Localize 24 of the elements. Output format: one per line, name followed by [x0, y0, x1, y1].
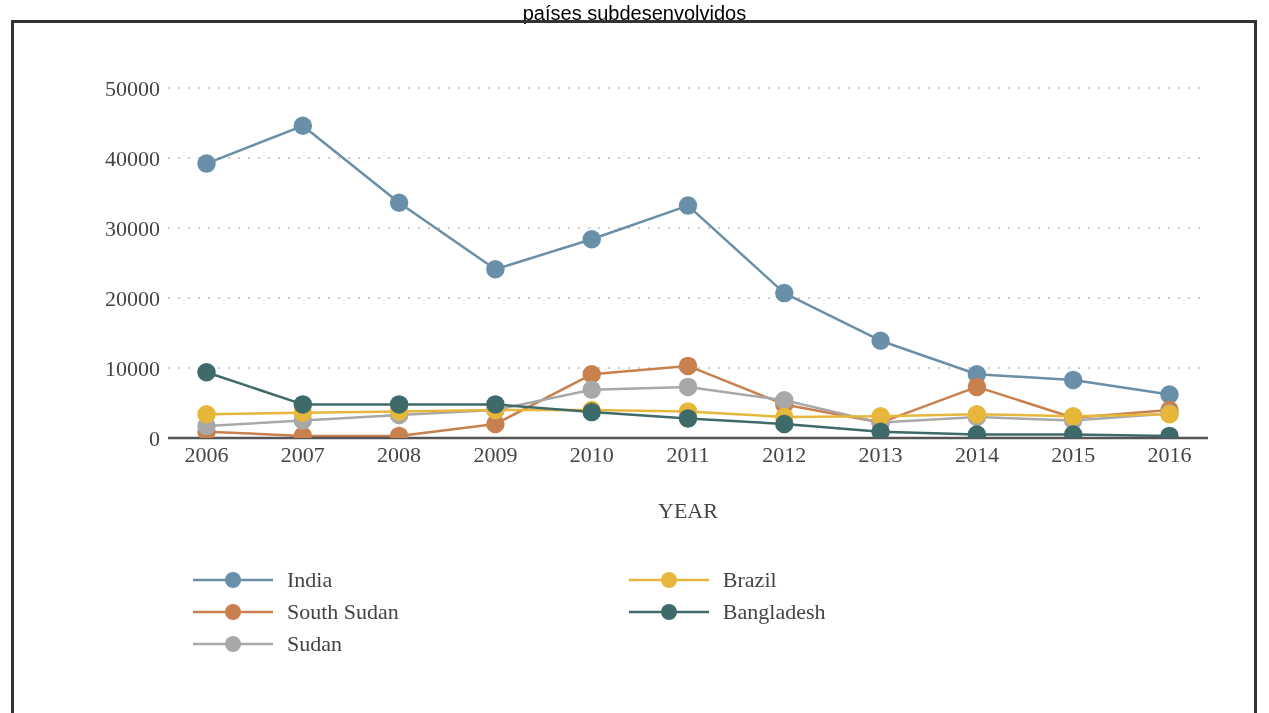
y-tick-label: 30000 — [105, 215, 160, 241]
x-axis-title: YEAR — [658, 498, 719, 523]
y-tick-label: 40000 — [105, 145, 160, 171]
x-tick-label: 2008 — [377, 441, 422, 467]
y-tick-label: 20000 — [105, 285, 160, 311]
x-tick-label: 2011 — [666, 441, 710, 467]
x-tick-label: 2015 — [1051, 441, 1096, 467]
x-tick-label: 2009 — [473, 441, 518, 467]
y-tick-label: 10000 — [105, 355, 160, 381]
y-tick-label: 50000 — [105, 75, 160, 101]
x-tick-label: 2016 — [1147, 441, 1192, 467]
chart-title: países subdesenvolvidos — [521, 2, 748, 25]
x-tick-label: 2014 — [954, 441, 999, 467]
legend-label: Brazil — [722, 567, 777, 593]
x-tick-label: 2013 — [858, 441, 903, 467]
x-tick-label: 2010 — [569, 441, 614, 467]
legend-label: India — [287, 567, 333, 593]
legend-label: Sudan — [287, 631, 342, 657]
x-tick-label: 2007 — [280, 441, 325, 467]
legend-label: Bangladesh — [722, 599, 826, 625]
x-tick-label: 2012 — [762, 441, 807, 467]
y-tick-label: 0 — [149, 425, 160, 451]
x-tick-label: 2006 — [184, 441, 229, 467]
legend-label: South Sudan — [287, 599, 399, 625]
